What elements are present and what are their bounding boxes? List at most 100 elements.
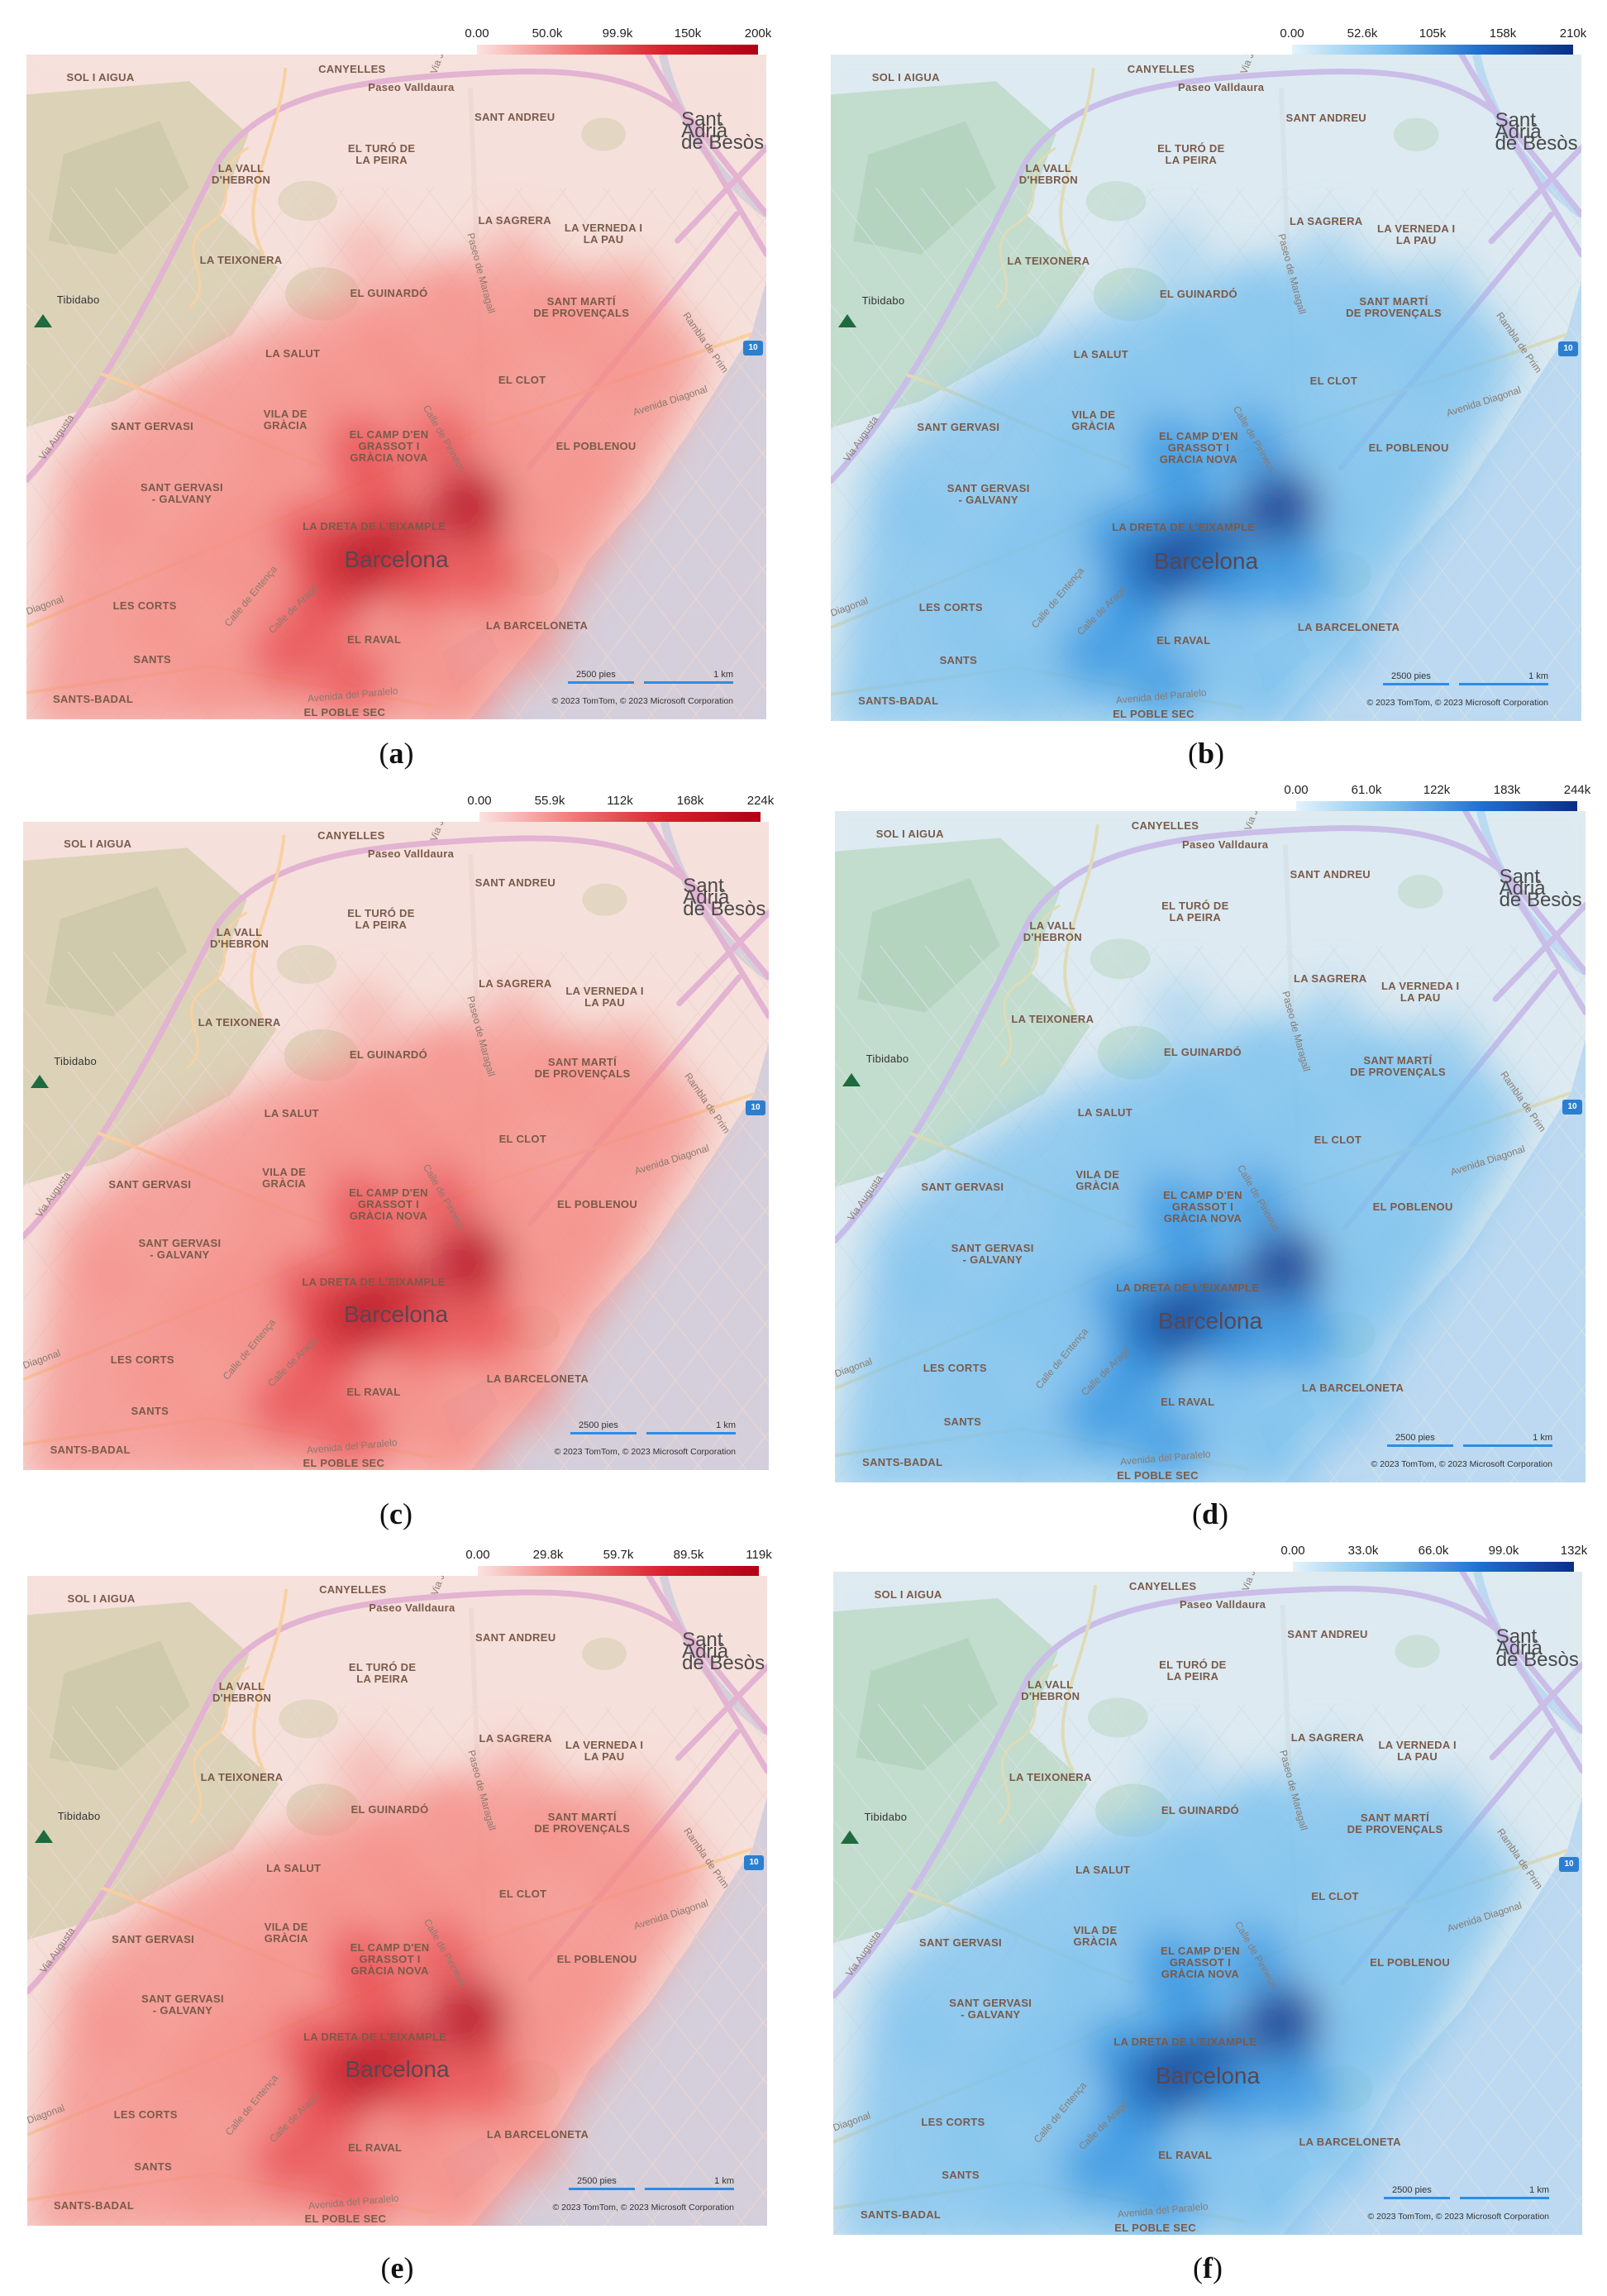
heat-hotspots bbox=[895, 982, 1480, 1482]
district-label-poble-sec: EL POBLE SEC bbox=[1113, 707, 1195, 720]
heat-spot bbox=[290, 355, 355, 419]
highway-shield-icon: 10 bbox=[743, 340, 763, 356]
district-label-dreta-eixample: LA DRETA DE L'EIXAMPLE bbox=[1113, 2036, 1257, 2049]
heat-spot bbox=[986, 642, 1051, 707]
district-label-paseo-valldaura: Paseo Valldaura bbox=[369, 1601, 455, 1615]
caption-letter: e bbox=[390, 2251, 404, 2284]
heat-spot bbox=[1242, 1983, 1323, 2063]
heatmap-map[interactable]: SOL I AIGUA CANYELLES Paseo Valldaura SANT … bbox=[23, 822, 769, 1470]
heat-spot bbox=[1160, 1831, 1226, 1897]
heat-spot bbox=[550, 436, 613, 498]
mountain-peak-icon bbox=[842, 1072, 861, 1086]
district-label-clot: EL CLOT bbox=[1309, 374, 1358, 387]
town-label-sant-adria: Sant Adrià de Besòs bbox=[1499, 866, 1582, 912]
heat-spot bbox=[551, 1948, 613, 2010]
caption-close-paren: ) bbox=[403, 2251, 414, 2284]
panel-caption: (e) bbox=[381, 2251, 414, 2285]
heat-spot bbox=[83, 1246, 142, 1306]
heat-spot bbox=[1012, 1248, 1079, 1315]
heat-spot bbox=[1325, 2003, 1390, 2069]
heat-spot bbox=[128, 595, 191, 657]
scale-line-km bbox=[646, 1432, 736, 1434]
legend-tick: 132k bbox=[1560, 1544, 1588, 1558]
heat-spot bbox=[1366, 1196, 1429, 1259]
heat-spot bbox=[381, 1296, 455, 1372]
panel-caption: (a) bbox=[379, 736, 414, 771]
district-label-paseo-valldaura: Paseo Valldaura bbox=[1182, 838, 1269, 851]
heatmap-map[interactable]: SOL I AIGUA CANYELLES Paseo Valldaura SANT … bbox=[835, 811, 1586, 1482]
heat-spot bbox=[1293, 408, 1360, 475]
heatmap-map[interactable]: SOL I AIGUA CANYELLES Paseo Valldaura SANT … bbox=[833, 1572, 1582, 2235]
district-label-sol-i-aigua: SOL I AIGUA bbox=[874, 1588, 942, 1601]
heat-spot bbox=[485, 986, 545, 1046]
legend-tick: 168k bbox=[676, 794, 704, 808]
district-label-sants: SANTS bbox=[134, 2160, 172, 2174]
district-label-teixonera: LA TEIXONERA bbox=[1011, 1012, 1094, 1025]
heat-spot bbox=[349, 314, 414, 380]
district-label-camp-grassot: EL CAMP D'EN GRASSOT I GRÀCIA NOVA bbox=[349, 428, 429, 465]
district-label-sants-badal: SANTS-BADAL bbox=[858, 694, 939, 707]
heat-spot bbox=[317, 644, 388, 715]
district-label-vall-hebron: LA VALL D'HEBRON bbox=[1023, 919, 1082, 944]
district-label-sant-gervasi-galvany: SANT GERVASI - GALVANY bbox=[949, 1997, 1032, 2022]
scale-line-km bbox=[644, 681, 733, 684]
district-label-vall-hebron: LA VALL D'HEBRON bbox=[211, 161, 271, 186]
heat-spot bbox=[513, 1998, 577, 2063]
heat-spot bbox=[350, 1829, 415, 1895]
scale-label-feet: 2500 pies bbox=[579, 1420, 618, 1430]
heat-spot bbox=[1237, 1416, 1303, 1482]
heat-spot bbox=[968, 1290, 1032, 1353]
district-label-turo-peira: EL TURÓ DE LA PEIRA bbox=[347, 141, 416, 166]
heat-spot bbox=[1022, 553, 1090, 622]
highway-shield-icon: 10 bbox=[1562, 1100, 1582, 1115]
heat-spot bbox=[1133, 412, 1204, 484]
heat-spot bbox=[325, 1924, 396, 1995]
heatmap-legend: 0.00 29.8k 59.7k 89.5k 119k bbox=[465, 1546, 772, 1586]
district-label-poble-sec: EL POBLE SEC bbox=[304, 2212, 387, 2226]
heatmap-map[interactable]: SOL I AIGUA CANYELLES Paseo Valldaura SANT … bbox=[831, 55, 1581, 721]
heat-spot bbox=[1228, 264, 1290, 325]
scale-label-km: 1 km bbox=[716, 1420, 736, 1430]
district-label-teixonera: LA TEIXONERA bbox=[1009, 1770, 1092, 1783]
district-label-barceloneta: LA BARCELONETA bbox=[485, 619, 589, 632]
district-label-les-corts: LES CORTS bbox=[921, 2115, 985, 2128]
district-label-dreta-eixample: LA DRETA DE L'EIXAMPLE bbox=[1112, 521, 1256, 534]
heat-spot bbox=[323, 1168, 394, 1240]
town-label-sant-adria: Sant Adrià de Besòs bbox=[1495, 1625, 1579, 1672]
heat-spot bbox=[1189, 2121, 1257, 2189]
legend-color-bar bbox=[1293, 1562, 1574, 1572]
heat-spot bbox=[1309, 609, 1374, 674]
district-label-sant-marti: SANT MARTÍ DE PROVENÇALS bbox=[534, 1810, 631, 1835]
heat-spot bbox=[1008, 488, 1075, 555]
scale-label-feet: 2500 pies bbox=[576, 670, 616, 680]
heat-spot bbox=[1264, 1298, 1337, 1372]
heatmap-map[interactable]: SOL I AIGUA CANYELLES Paseo Valldaura SANT … bbox=[27, 1576, 767, 2226]
district-label-sant-andreu: SANT ANDREU bbox=[1287, 1628, 1368, 1641]
heat-spot bbox=[378, 606, 445, 673]
heat-spot bbox=[498, 1360, 562, 1425]
district-label-sol-i-aigua: SOL I AIGUA bbox=[66, 71, 135, 84]
map-copyright: © 2023 TomTom, © 2023 Microsoft Corporat… bbox=[551, 696, 733, 706]
peak-label-tibidabo: Tibidabo bbox=[865, 1053, 909, 1066]
district-label-sant-gervasi-galvany: SANT GERVASI - GALVANY bbox=[140, 480, 223, 505]
scale-bar: 2500 pies 1 km bbox=[1383, 671, 1548, 690]
heat-spot bbox=[316, 1396, 387, 1467]
district-label-poblenou: EL POBLENOU bbox=[556, 1952, 637, 1965]
heat-spot bbox=[129, 2103, 192, 2166]
panel-caption: (d) bbox=[1192, 1496, 1228, 1531]
legend-tick: 0.00 bbox=[465, 26, 489, 41]
district-label-turo-peira: EL TURÓ DE LA PEIRA bbox=[1159, 1659, 1227, 1683]
heat-spot bbox=[589, 1858, 650, 1918]
heat-spot bbox=[1268, 1087, 1333, 1153]
district-label-poble-sec: EL POBLE SEC bbox=[303, 705, 386, 718]
heat-spot bbox=[273, 2008, 344, 2079]
highway-shield-icon: 10 bbox=[1559, 1856, 1579, 1872]
caption-close-paren: ) bbox=[402, 1497, 412, 1530]
heatmap-map[interactable]: SOL I AIGUA CANYELLES Paseo Valldaura SANT … bbox=[26, 55, 766, 719]
district-label-poble-sec: EL POBLE SEC bbox=[303, 1457, 385, 1470]
city-label-barcelona: Barcelona bbox=[1155, 2062, 1261, 2088]
district-label-raval: EL RAVAL bbox=[347, 632, 402, 646]
district-label-camp-grassot: EL CAMP D'EN GRASSOT I GRÀCIA NOVA bbox=[349, 1186, 428, 1222]
heat-spot bbox=[1061, 1379, 1133, 1451]
heatmap-legend: 0.00 52.6k 105k 158k 210k bbox=[1280, 25, 1586, 64]
